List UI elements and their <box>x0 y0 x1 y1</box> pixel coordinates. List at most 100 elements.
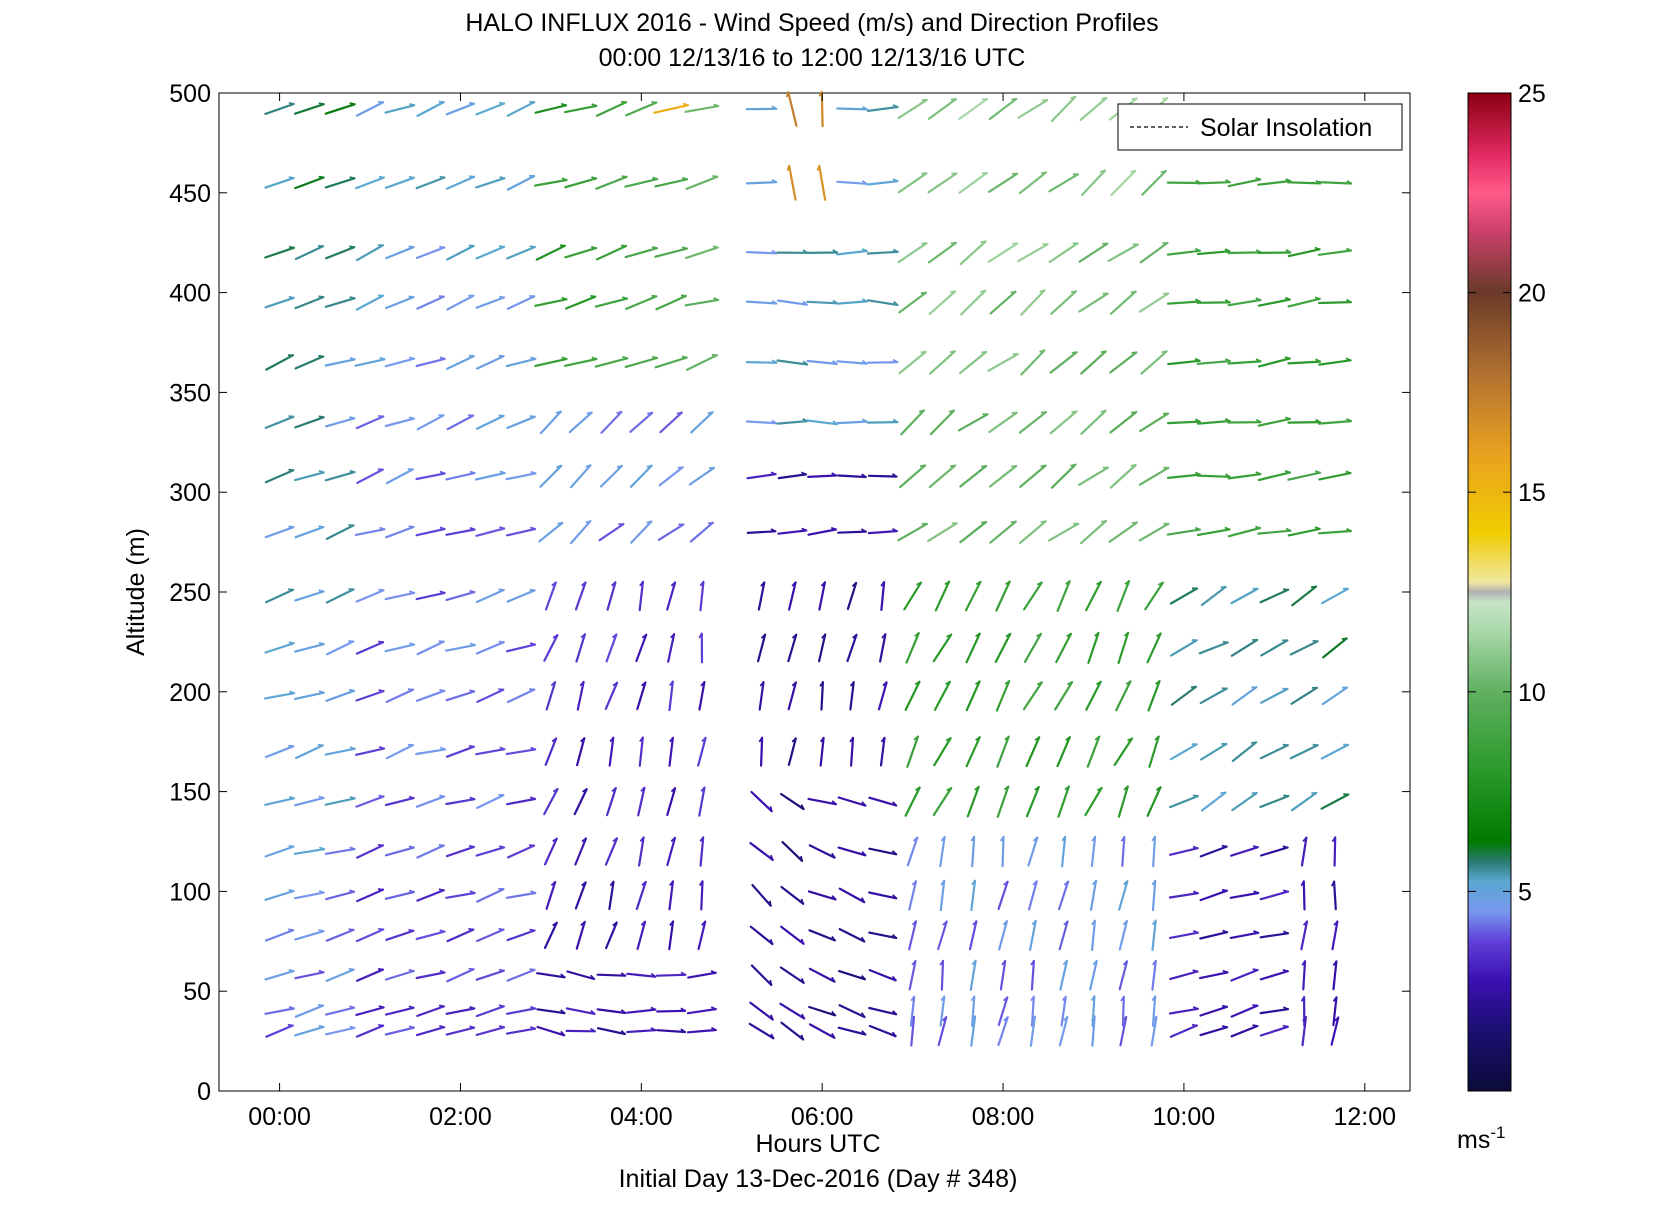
wind-barb-head <box>349 746 355 750</box>
wind-barb <box>1080 350 1107 375</box>
wind-barb-head <box>552 837 558 843</box>
wind-barb-head <box>612 837 618 843</box>
wind-barb-head <box>585 520 591 524</box>
wind-barb <box>959 350 988 375</box>
wind-barb <box>325 588 355 604</box>
wind-barb <box>939 835 946 868</box>
wind-barb-head <box>1095 681 1102 686</box>
wind-barb <box>1321 686 1349 706</box>
wind-barb-shaft <box>596 1027 627 1036</box>
wind-barb-head <box>831 976 836 983</box>
wind-barb <box>1048 242 1079 264</box>
wind-barb-head <box>1061 836 1066 842</box>
wind-barb-head <box>468 175 475 178</box>
wind-barb-shaft <box>868 796 898 807</box>
wind-barb <box>817 633 827 663</box>
wind-barb-head <box>1155 786 1162 791</box>
wind-barb-shaft <box>1057 880 1070 911</box>
wind-barb-head <box>1066 633 1072 638</box>
wind-barb <box>576 680 585 711</box>
wind-barb-head <box>611 633 617 639</box>
wind-barb-shaft <box>1322 637 1348 659</box>
wind-barb-shaft <box>636 681 647 711</box>
wind-barb-head <box>862 359 868 365</box>
wind-barb-head <box>1252 968 1258 971</box>
wind-barb <box>868 847 898 856</box>
wind-barb-shaft <box>1227 526 1262 538</box>
wind-barb <box>415 929 446 941</box>
wind-barb <box>475 414 505 430</box>
wind-barb-head <box>670 787 676 793</box>
x-axis: 00:00 02:00 04:00 06:00 08:00 10:00 12:00 <box>248 93 1396 1131</box>
wind-barb-head <box>768 900 772 906</box>
wind-barb <box>988 97 1018 121</box>
wind-barb-head <box>439 688 445 692</box>
wind-barb-head <box>377 968 384 971</box>
wind-barb <box>836 298 868 305</box>
wind-barb-head <box>1284 356 1290 360</box>
wind-barb-head <box>647 411 653 415</box>
wind-barb-shaft <box>808 844 836 859</box>
wind-barb-shaft <box>475 177 506 189</box>
wind-barb-head <box>498 588 504 591</box>
wind-barb-shaft <box>1057 785 1070 818</box>
wind-barb-shaft <box>808 1023 836 1039</box>
wind-barb-shaft <box>415 1026 446 1037</box>
wind-barb-head <box>1255 176 1261 181</box>
wind-barb-head <box>469 1025 475 1029</box>
wind-barb-shaft <box>1020 349 1046 376</box>
wind-barb-shaft <box>505 748 537 756</box>
wind-barb-shaft <box>987 172 1019 193</box>
wind-barb <box>1109 290 1137 315</box>
wind-barb-shaft <box>1166 528 1202 536</box>
wind-barb-head <box>920 291 926 295</box>
wind-barb-shaft <box>1049 410 1078 435</box>
colorbar-tick-label: 10 <box>1518 679 1546 707</box>
wind-barb-head <box>831 800 837 805</box>
wind-barb-shaft <box>971 835 976 868</box>
wind-barb <box>475 354 505 370</box>
wind-barb-shaft <box>1199 1026 1229 1037</box>
wind-barb-head <box>641 881 647 886</box>
wind-barb-shaft <box>838 887 866 904</box>
wind-barb-shaft <box>1229 931 1260 940</box>
wind-barb <box>384 102 416 114</box>
wind-barb-head <box>1282 845 1288 849</box>
wind-barb-head <box>1123 632 1129 637</box>
wind-barb-shaft <box>355 641 385 655</box>
y-tick-label: 250 <box>169 579 211 607</box>
wind-barb <box>385 743 414 760</box>
wind-barb-shaft <box>415 176 446 190</box>
wind-barb-head <box>439 245 445 249</box>
wind-barb <box>446 928 475 943</box>
wind-barb-shaft <box>355 795 385 808</box>
wind-barb <box>445 526 476 536</box>
wind-barb-shaft <box>1079 96 1108 122</box>
wind-barb-shaft <box>536 1025 566 1037</box>
wind-barb-shaft <box>294 103 325 115</box>
wind-barb <box>506 245 536 260</box>
wind-barb-head <box>852 634 858 639</box>
wind-barb-shaft <box>838 927 866 943</box>
wind-barb-shaft <box>1028 919 1037 951</box>
wind-barb-shaft <box>506 688 536 704</box>
wind-barb-shaft <box>294 471 325 482</box>
wind-barb-shaft <box>1169 1024 1199 1038</box>
wind-barb <box>838 1004 866 1019</box>
wind-barb-shaft <box>624 356 659 368</box>
wind-barb-head <box>552 788 559 793</box>
wind-barb-shaft <box>354 528 386 537</box>
wind-barb-head <box>942 920 948 926</box>
wind-barb <box>385 525 415 539</box>
wind-barb <box>1227 176 1262 188</box>
wind-barb-shaft <box>653 104 690 114</box>
wind-barb <box>929 409 956 436</box>
wind-barb <box>294 795 325 807</box>
wind-barb <box>965 736 981 768</box>
wind-barb-shaft <box>355 928 385 943</box>
wind-barb-head <box>1071 351 1077 354</box>
wind-barb-head <box>832 360 838 365</box>
wind-barb-head <box>670 633 675 639</box>
wind-barb-head <box>1222 969 1228 974</box>
wind-barb <box>969 959 977 991</box>
